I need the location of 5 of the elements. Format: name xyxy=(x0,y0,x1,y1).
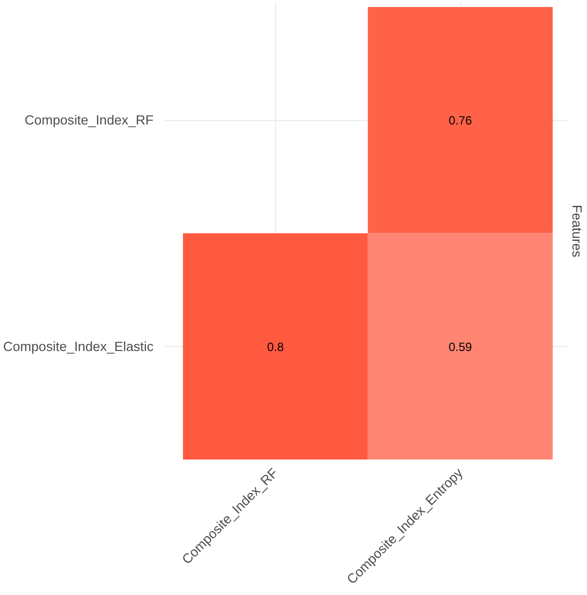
data-label: 0.59 xyxy=(448,340,472,354)
data-label: 0.8 xyxy=(267,340,284,354)
data-label: 0.76 xyxy=(448,114,472,128)
y-axis-title: Features xyxy=(570,204,584,258)
y-tick-label: Composite_Index_Elastic xyxy=(3,338,154,354)
